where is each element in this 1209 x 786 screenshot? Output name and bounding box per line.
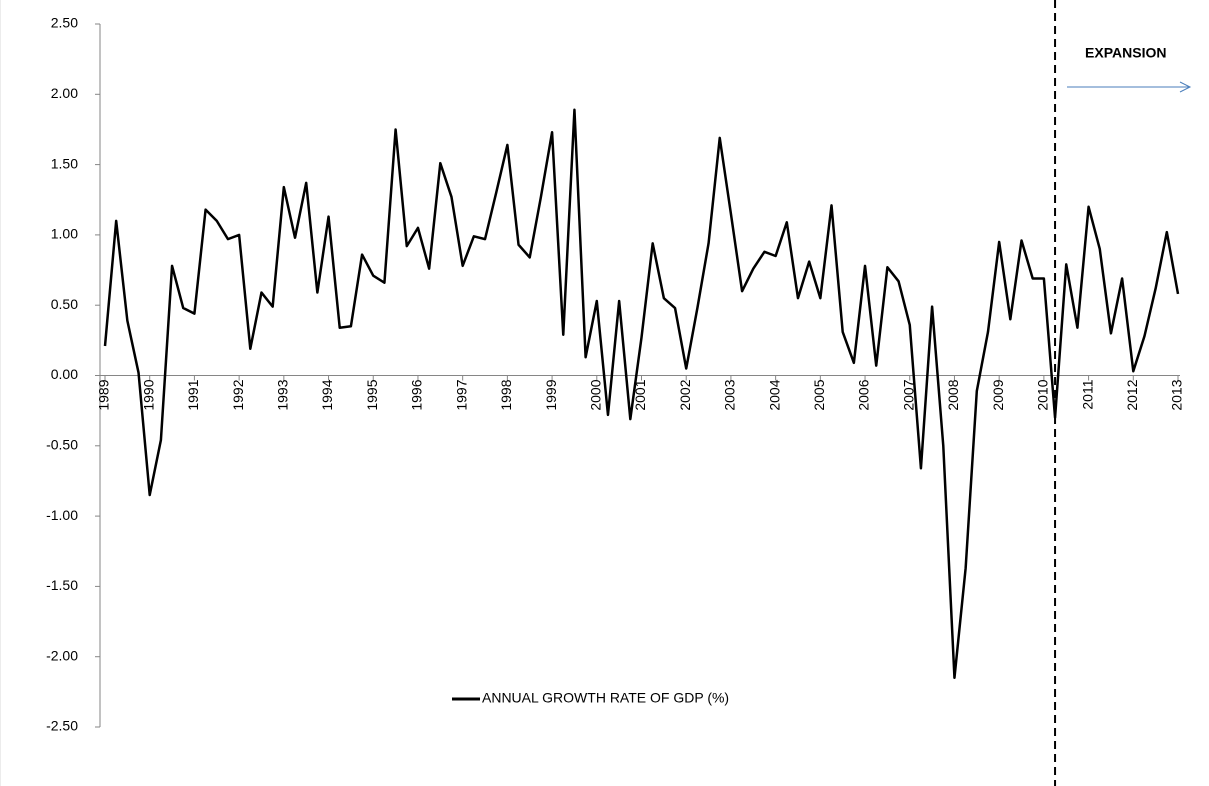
y-tick-label: -1.50	[46, 577, 78, 593]
x-tick-label: 2000	[587, 379, 603, 410]
x-tick-label: 2010	[1035, 379, 1051, 410]
x-tick-label: 2002	[677, 379, 693, 410]
annotation: EXPANSION	[1085, 45, 1166, 61]
x-tick-label: 1989	[96, 379, 112, 410]
x-tick-label: 1994	[319, 379, 335, 410]
x-tick-label: 2012	[1124, 379, 1140, 410]
annotation-arrowhead	[1179, 81, 1192, 93]
y-tick-label: 1.00	[51, 226, 78, 242]
x-tick-label: 2008	[945, 379, 961, 410]
legend-label: ANNUAL GROWTH RATE OF GDP (%)	[482, 690, 729, 706]
x-tick-label: 1992	[230, 379, 246, 410]
y-tick-label: -1.00	[46, 507, 78, 523]
x-tick-label: 2006	[856, 379, 872, 410]
x-tick-label: 2013	[1169, 379, 1185, 410]
x-tick-label: 1990	[140, 379, 156, 410]
x-tick-label: 1996	[409, 379, 425, 410]
y-tick-label: 0.50	[51, 296, 78, 312]
x-tick-label: 2009	[990, 379, 1006, 410]
x-tick-label: 2004	[766, 379, 782, 410]
y-tick-label: 2.50	[51, 15, 78, 31]
x-tick-label: 1995	[364, 379, 380, 410]
x-tick-label: 1991	[185, 379, 201, 410]
y-tick-label: -0.50	[46, 437, 78, 453]
y-tick-label: -2.00	[46, 647, 78, 663]
series-line	[103, 108, 1180, 680]
x-tick-label: 1993	[275, 379, 291, 410]
y-tick-label: 1.50	[51, 155, 78, 171]
x-tick-label: 2005	[811, 379, 827, 410]
x-tick-label: 2011	[1079, 379, 1095, 409]
y-tick-label: 2.00	[51, 85, 78, 101]
x-tick-label: 2003	[722, 379, 738, 410]
x-tick-label: 1999	[543, 379, 559, 410]
x-tick-label: 2001	[632, 379, 648, 410]
x-tick-label: 1998	[498, 379, 514, 410]
y-tick-label: 0.00	[51, 366, 78, 382]
x-tick-label: 2007	[900, 379, 916, 410]
y-tick-label: -2.50	[46, 718, 78, 734]
x-tick-label: 1997	[453, 379, 469, 410]
